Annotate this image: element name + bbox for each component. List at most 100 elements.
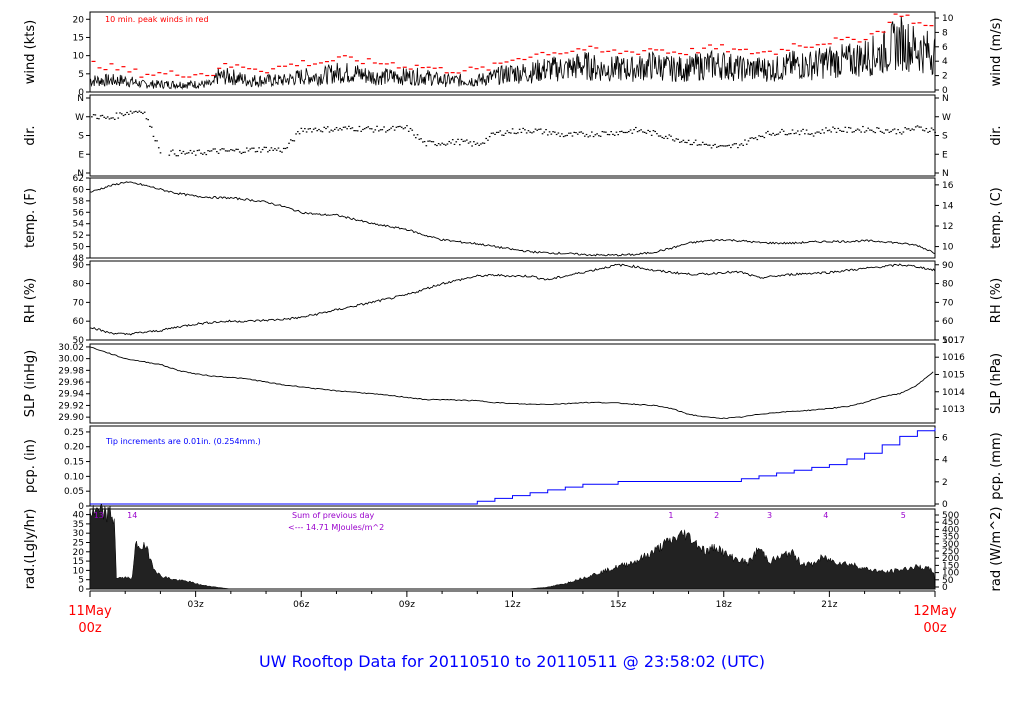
direction-point	[348, 125, 350, 127]
direction-point	[385, 131, 387, 133]
direction-point	[511, 128, 514, 130]
direction-point	[529, 131, 531, 133]
direction-point	[930, 127, 933, 129]
direction-point	[147, 119, 149, 121]
direction-point	[918, 126, 921, 128]
direction-point	[689, 143, 692, 146]
y-tick-label-right: 100	[942, 569, 959, 579]
direction-point	[450, 142, 452, 144]
direction-point	[434, 144, 436, 146]
direction-point	[714, 143, 716, 146]
direction-point	[733, 143, 736, 145]
direction-point	[923, 130, 926, 132]
direction-point	[187, 152, 190, 154]
y-tick-label-right: 1014	[942, 388, 965, 398]
direction-point	[423, 140, 426, 143]
direction-point	[883, 132, 885, 134]
direction-point	[444, 144, 447, 146]
direction-point	[534, 128, 537, 130]
direction-point	[645, 132, 648, 134]
direction-point	[842, 130, 845, 132]
direction-point	[490, 132, 493, 134]
direction-point	[798, 133, 801, 136]
direction-point	[811, 133, 813, 135]
direction-point	[874, 131, 877, 134]
direction-point	[839, 129, 841, 132]
y-tick-label-left: 54	[73, 220, 85, 230]
direction-point	[203, 152, 206, 154]
direction-point	[876, 127, 878, 129]
direction-point	[277, 147, 280, 149]
direction-point	[642, 131, 644, 133]
direction-point	[673, 140, 676, 142]
direction-point	[890, 130, 892, 133]
direction-point	[182, 150, 185, 153]
y-tick-label-left: 60	[73, 317, 85, 327]
y-tick-label-left: 5	[78, 70, 84, 80]
direction-point	[853, 131, 855, 133]
direction-point	[554, 131, 556, 133]
direction-point	[351, 127, 354, 129]
direction-point	[487, 139, 489, 141]
direction-point	[411, 129, 414, 131]
direction-point	[561, 133, 563, 135]
y-tick-label-left: 40	[73, 511, 85, 521]
direction-point	[219, 149, 222, 151]
direction-point	[701, 141, 704, 143]
direction-point	[504, 132, 507, 134]
direction-point	[934, 131, 936, 134]
direction-point	[742, 144, 745, 146]
end-time-label: 00z	[923, 621, 947, 636]
direction-point	[221, 148, 223, 150]
y-tick-label-left: 25	[73, 538, 84, 548]
direction-point	[466, 139, 468, 141]
direction-point	[818, 131, 820, 133]
y-tick-label-left: 0	[78, 88, 84, 98]
direction-point	[606, 133, 609, 136]
y-tick-label-right: 0	[942, 500, 948, 510]
direction-point	[708, 144, 711, 146]
y-tick-label-right: 400	[942, 525, 959, 535]
x-tick-label: 18z	[716, 600, 732, 610]
direction-point	[703, 143, 706, 146]
direction-point	[180, 152, 183, 154]
direction-point	[469, 141, 472, 143]
direction-point	[485, 137, 487, 140]
y-tick-label-left: 15	[73, 33, 84, 43]
direction-point	[532, 131, 535, 133]
direction-point	[304, 128, 306, 130]
direction-point	[760, 135, 762, 138]
y-tick-label-left: N	[77, 169, 84, 179]
direction-point	[480, 143, 482, 145]
direction-point	[585, 133, 588, 136]
direction-point	[372, 131, 375, 133]
direction-point	[613, 134, 616, 136]
direction-point	[261, 148, 264, 151]
direction-point	[143, 111, 146, 113]
direction-point	[550, 133, 553, 135]
y-tick-label-left: 56	[73, 208, 85, 218]
direction-point	[925, 127, 928, 130]
direction-point	[395, 126, 398, 128]
direction-point	[821, 129, 824, 131]
direction-point	[388, 128, 391, 131]
direction-point	[844, 126, 847, 128]
direction-point	[897, 129, 899, 131]
x-tick-label: 09z	[399, 600, 415, 610]
direction-point	[325, 127, 327, 130]
direction-point	[677, 138, 679, 140]
direction-point	[524, 129, 526, 131]
direction-point	[432, 141, 435, 143]
radiation-day-marker: 14	[127, 511, 137, 520]
precip-series-line	[90, 428, 936, 505]
direction-point	[663, 137, 665, 139]
direction-point	[154, 140, 157, 142]
direction-point	[397, 126, 399, 128]
direction-point	[337, 129, 340, 131]
panel-frame	[89, 177, 936, 259]
direction-point	[557, 132, 560, 134]
direction-point	[481, 142, 484, 144]
y-tick-label-left: 29.98	[58, 366, 84, 376]
y-axis-label-right: SLP (hPa)	[989, 353, 1004, 414]
direction-point	[867, 127, 869, 129]
